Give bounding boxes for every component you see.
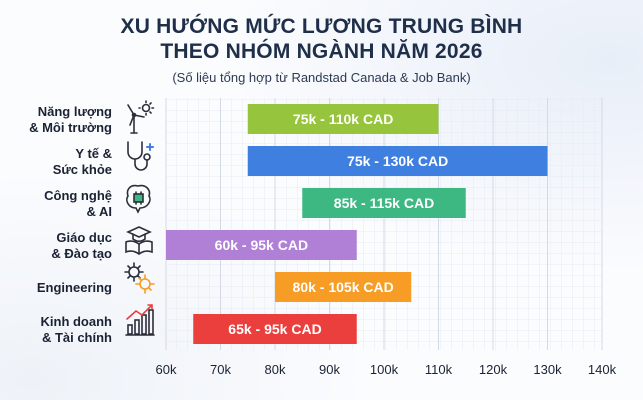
- bar-value-label: 75k - 130k CAD: [347, 153, 448, 169]
- bar: [247, 104, 439, 134]
- bar-value-label: 65k - 95k CAD: [228, 321, 321, 337]
- category-label: & Môi trường: [29, 120, 112, 135]
- bar: [302, 188, 466, 218]
- x-tick-label: 70k: [210, 362, 231, 377]
- gridlines: [165, 98, 603, 350]
- x-tick-label: 90k: [319, 362, 340, 377]
- category-label: & Tài chính: [42, 330, 112, 345]
- bar: [166, 230, 357, 260]
- graduation-book-icon: [125, 226, 153, 255]
- brain-chip-icon: [126, 184, 151, 214]
- chart-title-line-1: XU HƯỚNG MỨC LƯƠNG TRUNG BÌNH: [120, 15, 523, 38]
- category-label: Engineering: [37, 280, 112, 295]
- wind-turbine-sun-icon: [127, 100, 155, 134]
- bar-value-label: 85k - 115k CAD: [334, 195, 434, 211]
- category-label: Y tế &: [75, 146, 112, 161]
- chart-title-line-2: THEO NHÓM NGÀNH NĂM 2026: [160, 40, 483, 63]
- category-label: Giáo dục: [56, 230, 112, 245]
- bar-value-label: 60k - 95k CAD: [215, 237, 308, 253]
- gears-icon: [124, 262, 155, 294]
- bar-value-label: 75k - 110k CAD: [293, 111, 393, 127]
- chart-title: XU HƯỚNG MỨC LƯƠNG TRUNG BÌNH THEO NHÓM …: [0, 14, 643, 64]
- growth-chart-icon: [125, 304, 155, 336]
- bar: [247, 146, 548, 176]
- category-label: & AI: [86, 204, 112, 219]
- x-tick-label: 110k: [425, 362, 453, 377]
- chart-subtitle: (Số liệu tổng hợp từ Randstad Canada & J…: [172, 70, 471, 85]
- x-tick-label: 140k: [588, 362, 617, 377]
- category-label: & Đào tạo: [51, 246, 112, 261]
- bar-value-label: 80k - 105k CAD: [293, 279, 394, 295]
- x-tick-label: 80k: [265, 362, 286, 377]
- bars: 75k - 110k CAD 75k - 130k CAD 85k - 115k C…: [166, 104, 548, 344]
- category-label: Công nghệ: [44, 188, 112, 203]
- x-tick-label: 130k: [533, 362, 562, 377]
- x-tick-label: 100k: [370, 362, 399, 377]
- x-axis-ticks: 60k 70k 80k 90k 100k 110k 120k 130k 140k: [156, 362, 617, 377]
- bar: [275, 272, 412, 302]
- category-label: Năng lượng: [38, 104, 112, 119]
- x-tick-label: 120k: [479, 362, 508, 377]
- category-label: Kinh doanh: [41, 314, 113, 329]
- category-labels: Năng lượng& Môi trường Y tế &Sức khỏe Công…: [29, 104, 112, 345]
- category-label: Sức khỏe: [53, 162, 112, 177]
- stethoscope-icon: [127, 141, 154, 171]
- x-tick-label: 60k: [156, 362, 177, 377]
- bar: [193, 314, 357, 344]
